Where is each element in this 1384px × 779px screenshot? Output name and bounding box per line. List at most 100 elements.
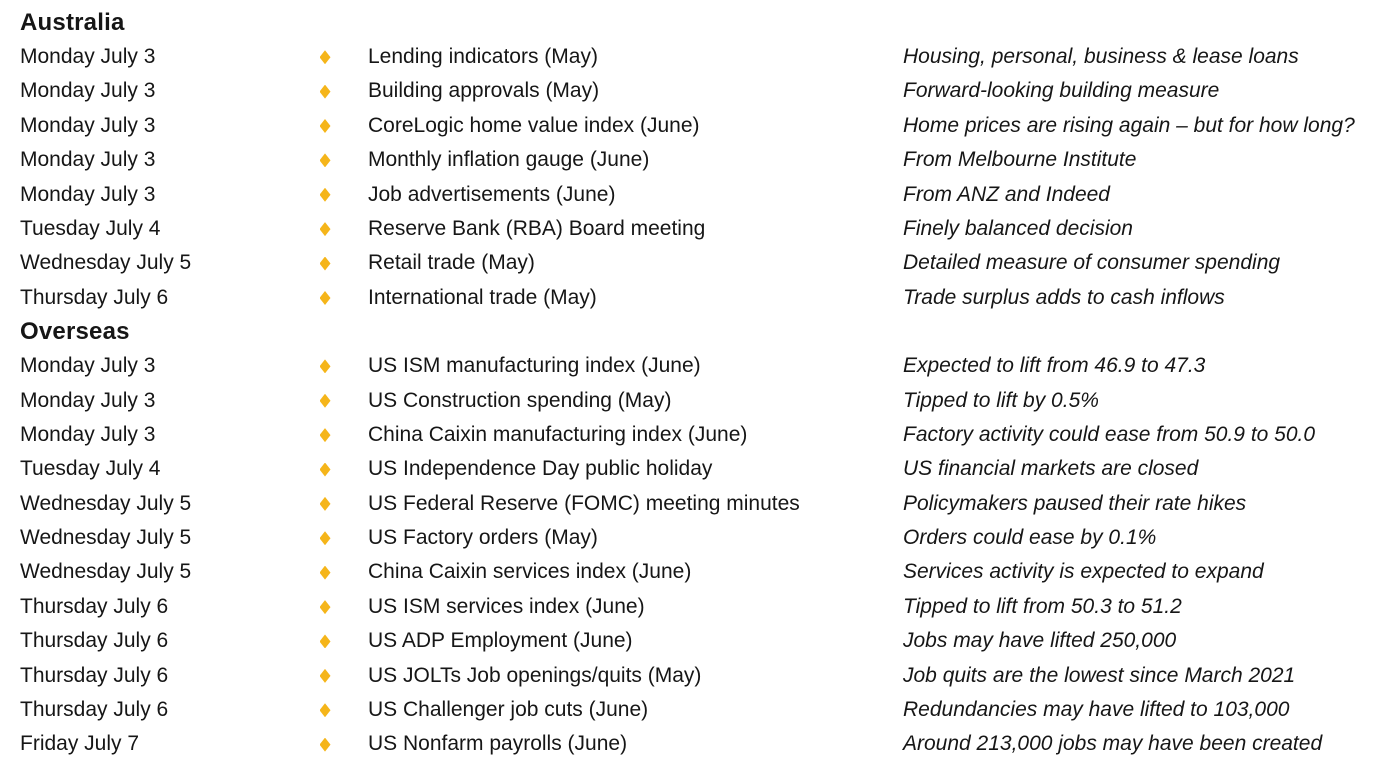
diamond-bullet-icon [319,634,331,649]
event-note: Detailed measure of consumer spending [903,251,1281,275]
event-date: Monday July 3 [20,148,156,172]
event-date: Wednesday July 5 [20,251,192,275]
event-date: Monday July 3 [20,79,156,103]
event-name: US JOLTs Job openings/quits (May) [368,663,702,687]
event-note: Services activity is expected to expand [903,560,1264,584]
bullet-cell [305,496,345,511]
event-date: Wednesday July 5 [20,526,192,550]
event-note: Finely balanced decision [903,216,1133,240]
event-name: US ISM manufacturing index (June) [368,354,701,378]
calendar-row: Monday July 3 Building approvals (May) For… [20,74,1384,108]
event-name: US Independence Day public holiday [368,457,713,481]
event-name: US Nonfarm payrolls (June) [368,732,628,756]
bullet-cell [305,84,345,99]
event-date: Wednesday July 5 [20,491,192,515]
event-date: Thursday July 6 [20,594,169,618]
calendar-row: Tuesday July 4 Reserve Bank (RBA) Board m… [20,212,1384,246]
calendar-row: Monday July 3 US ISM manufacturing index … [20,349,1384,383]
diamond-bullet-icon [319,359,331,374]
diamond-bullet-icon [319,118,331,133]
calendar-row: Wednesday July 5 US Federal Reserve (FOMC… [20,487,1384,521]
bullet-cell [305,393,345,408]
bullet-cell [305,600,345,615]
calendar-row: Monday July 3 China Caixin manufacturing … [20,418,1384,452]
event-name: CoreLogic home value index (June) [368,113,700,137]
event-note: From Melbourne Institute [903,148,1137,172]
event-date: Tuesday July 4 [20,216,161,240]
diamond-bullet-icon [319,531,331,546]
bullet-cell [305,359,345,374]
event-name: International trade (May) [368,285,597,309]
diamond-bullet-icon [319,84,331,99]
section-title-australia: Australia [20,9,125,36]
diamond-bullet-icon [319,496,331,511]
diamond-bullet-icon [319,393,331,408]
diamond-bullet-icon [319,462,331,477]
calendar-row: Monday July 3 Job advertisements (June) Fr… [20,178,1384,212]
event-date: Thursday July 6 [20,698,169,722]
event-name: US Challenger job cuts (June) [368,698,649,722]
section-title-overseas: Overseas [20,318,130,346]
calendar-row: Monday July 3 Monthly inflation gauge (Ju… [20,143,1384,177]
diamond-bullet-icon [319,668,331,683]
bullet-cell [305,118,345,133]
event-date: Friday July 7 [20,732,140,756]
event-name: Reserve Bank (RBA) Board meeting [368,216,706,240]
event-note: Orders could ease by 0.1% [903,526,1157,550]
calendar-row: Thursday July 6 US ISM services index (Ju… [20,590,1384,624]
calendar-row: Monday July 3 CoreLogic home value index … [20,109,1384,143]
event-name: US Construction spending (May) [368,388,672,412]
event-note: Factory activity could ease from 50.9 to… [903,422,1316,446]
diamond-bullet-icon [319,737,331,752]
event-note: Tipped to lift from 50.3 to 51.2 [903,594,1182,618]
calendar-row: Monday July 3 Lending indicators (May) Hou… [20,40,1384,74]
event-note: Around 213,000 jobs may have been create… [903,732,1323,756]
diamond-bullet-icon [319,187,331,202]
event-note: Redundancies may have lifted to 103,000 [903,698,1290,722]
bullet-cell [305,668,345,683]
calendar-row: Tuesday July 4 US Independence Day public… [20,452,1384,486]
bullet-cell [305,187,345,202]
event-name: Building approvals (May) [368,79,600,103]
event-note: Expected to lift from 46.9 to 47.3 [903,354,1206,378]
bullet-cell [305,703,345,718]
event-date: Wednesday July 5 [20,560,192,584]
bullet-cell [305,565,345,580]
calendar-row: Wednesday July 5 Retail trade (May) Detail… [20,246,1384,280]
bullet-cell [305,428,345,443]
calendar-row: Friday July 7 US Nonfarm payrolls (June) A… [20,727,1384,761]
diamond-bullet-icon [319,600,331,615]
event-note: Home prices are rising again – but for h… [903,113,1355,137]
event-note: Policymakers paused their rate hikes [903,491,1247,515]
bullet-cell [305,634,345,649]
event-name: Lending indicators (May) [368,45,598,68]
bullet-cell [305,153,345,168]
diamond-bullet-icon [319,565,331,580]
event-name: US Factory orders (May) [368,526,598,550]
event-note: Job quits are the lowest since March 202… [903,663,1296,687]
diamond-bullet-icon [319,222,331,237]
event-date: Tuesday July 4 [20,457,161,481]
event-name: US ISM services index (June) [368,594,645,618]
event-date: Monday July 3 [20,354,156,378]
event-note: Housing, personal, business & lease loan… [903,45,1299,68]
event-date: Monday July 3 [20,422,156,446]
calendar-row: Wednesday July 5 US Factory orders (May) O… [20,521,1384,555]
event-note: Forward-looking building measure [903,79,1220,103]
event-note: Tipped to lift by 0.5% [903,388,1099,412]
event-name: US Federal Reserve (FOMC) meeting minute… [368,491,800,515]
event-date: Thursday July 6 [20,629,169,653]
event-name: Job advertisements (June) [368,182,616,206]
event-name: US ADP Employment (June) [368,629,633,653]
calendar-row: Monday July 3 US Construction spending (M… [20,384,1384,418]
bullet-cell [305,462,345,477]
event-note: Jobs may have lifted 250,000 [903,629,1177,653]
event-note: Trade surplus adds to cash inflows [903,285,1225,309]
event-date: Thursday July 6 [20,285,169,309]
calendar-row: Thursday July 6 US Challenger job cuts (J… [20,693,1384,727]
event-date: Monday July 3 [20,45,156,68]
diamond-bullet-icon [319,256,331,271]
diamond-bullet-icon [319,50,331,65]
bullet-cell [305,737,345,752]
calendar-row: Thursday July 6 US JOLTs Job openings/qui… [20,659,1384,693]
